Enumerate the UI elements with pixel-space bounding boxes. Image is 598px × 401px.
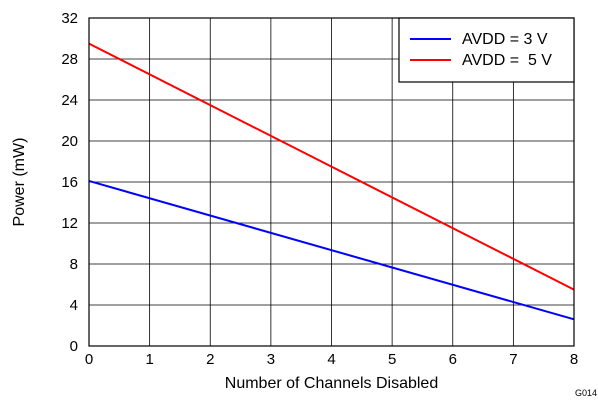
y-tick-label: 8	[70, 256, 78, 273]
series-line-avdd-3v	[88, 180, 575, 321]
y-tick-label: 16	[61, 174, 78, 191]
y-tick-label: 24	[61, 92, 78, 109]
x-tick-label: 1	[145, 351, 153, 368]
figure-code: G014	[575, 388, 597, 398]
series-line-avdd-5v	[88, 42, 575, 291]
x-tick-label: 5	[388, 351, 396, 368]
y-tick-label: 28	[61, 51, 78, 68]
x-tick-label: 7	[509, 351, 517, 368]
y-axis-label: Power (mW)	[11, 138, 28, 227]
y-tick-label: 12	[61, 215, 78, 232]
y-tick-label: 20	[61, 133, 78, 150]
plot-frame	[88, 17, 575, 347]
x-axis-label: Number of Channels Disabled	[225, 375, 438, 392]
y-tick-label: 0	[70, 338, 78, 355]
legend-label: AVDD = 5 V	[462, 52, 552, 69]
x-tick-label: 2	[206, 351, 214, 368]
x-tick-label: 0	[85, 351, 93, 368]
y-tick-label: 4	[70, 297, 78, 314]
series-lines	[88, 42, 575, 321]
legend-label: AVDD = 3 V	[462, 31, 548, 48]
x-tick-label: 3	[267, 351, 275, 368]
x-tick-label: 6	[449, 351, 457, 368]
y-tick-label: 32	[61, 10, 78, 27]
x-tick-label: 8	[570, 351, 578, 368]
legend-box	[398, 17, 575, 83]
legend: AVDD = 3 V AVDD = 5 V	[398, 17, 575, 83]
x-tick-label: 4	[327, 351, 335, 368]
